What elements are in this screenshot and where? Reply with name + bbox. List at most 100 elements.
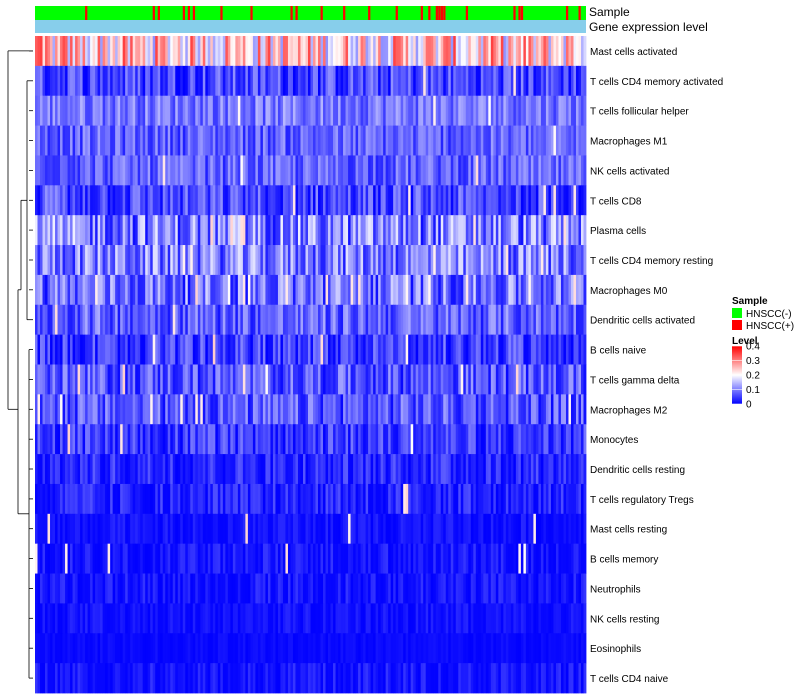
heatmap-cell (423, 215, 427, 246)
heatmap-cell (145, 483, 149, 515)
heatmap-cell (558, 245, 562, 276)
heatmap-cell (400, 95, 404, 126)
heatmap-cell (95, 573, 99, 604)
heatmap-cell (370, 185, 374, 216)
heatmap-cell (423, 65, 427, 97)
heatmap-cell (450, 65, 454, 97)
heatmap-cell (388, 125, 392, 156)
heatmap-cell (553, 543, 557, 574)
heatmap-cell (65, 304, 68, 336)
heatmap-cell (192, 245, 196, 276)
heatmap-cell (142, 185, 146, 216)
heatmap-cell (580, 633, 584, 664)
heatmap-cell (393, 36, 397, 67)
heatmap-cell (220, 245, 224, 276)
row-label: T cells follicular helper (590, 107, 689, 118)
heatmap-cell (230, 334, 234, 365)
heatmap-cell (52, 573, 56, 604)
heatmap-cell (575, 364, 579, 395)
heatmap-cell (267, 155, 271, 186)
heatmap-cell (390, 185, 394, 216)
heatmap-cell (92, 663, 96, 694)
heatmap-cell (262, 215, 266, 246)
heatmap-cell (202, 304, 206, 336)
heatmap-cell (438, 364, 442, 395)
heatmap-cell (177, 394, 181, 425)
heatmap-cell (578, 663, 582, 694)
heatmap-cell (503, 274, 507, 306)
heatmap-cell (523, 543, 527, 574)
heatmap-cell (295, 155, 299, 186)
heatmap-cell (277, 663, 281, 694)
heatmap-cell (265, 454, 269, 485)
heatmap-cell (107, 274, 111, 306)
heatmap-cell (162, 274, 166, 306)
heatmap-cell (403, 633, 407, 664)
heatmap-cell (450, 245, 454, 276)
heatmap-cell (523, 36, 527, 67)
heatmap-cell (60, 334, 63, 365)
heatmap-cell (325, 603, 329, 634)
heatmap-cell (323, 95, 326, 126)
heatmap-cell (313, 633, 316, 664)
heatmap-cell (408, 663, 412, 694)
heatmap-cell (182, 483, 186, 515)
heatmap-cell (548, 633, 552, 664)
heatmap-cell (338, 304, 341, 336)
heatmap-cell (215, 573, 219, 604)
heatmap-cell (460, 513, 464, 545)
heatmap-cell (378, 245, 382, 276)
heatmap-cell (370, 663, 374, 694)
heatmap-cell (570, 543, 574, 574)
heatmap-cell (245, 454, 249, 485)
heatmap-cell (217, 603, 221, 634)
heatmap-cell (535, 663, 539, 694)
heatmap-cell (95, 633, 99, 664)
heatmap-cell (232, 454, 236, 485)
heatmap-cell (575, 245, 579, 276)
heatmap-cell (433, 483, 437, 515)
heatmap-cell (275, 394, 279, 425)
heatmap-cell (403, 573, 407, 604)
heatmap-cell (435, 483, 439, 515)
heatmap-cell (70, 663, 73, 694)
heatmap-cell (313, 603, 316, 634)
heatmap-cell (205, 633, 209, 664)
heatmap-cell (80, 304, 83, 336)
heatmap-cell (117, 663, 121, 694)
heatmap-cell (77, 364, 81, 395)
heatmap-cell (232, 543, 236, 574)
heatmap-cell (275, 483, 279, 515)
heatmap-cell (343, 633, 346, 664)
heatmap-cell (142, 125, 146, 156)
heatmap-cell (498, 304, 502, 336)
heatmap-cell (325, 304, 329, 336)
heatmap-cell (75, 513, 78, 545)
heatmap-cell (280, 483, 284, 515)
heatmap-cell (45, 394, 48, 425)
heatmap-cell (252, 155, 256, 186)
heatmap-cell (77, 513, 81, 545)
heatmap-cell (190, 95, 194, 126)
heatmap-cell (50, 483, 53, 515)
heatmap-cell (167, 573, 171, 604)
heatmap-cell (565, 274, 569, 306)
heatmap-cell (418, 334, 422, 365)
heatmap-cell (35, 364, 38, 395)
heatmap-cell (513, 663, 517, 694)
heatmap-cell (553, 304, 557, 336)
heatmap-cell (280, 543, 284, 574)
heatmap-cell (45, 215, 48, 246)
heatmap-cell (217, 36, 221, 67)
heatmap-cell (393, 155, 397, 186)
heatmap-cell (523, 663, 527, 694)
heatmap-cell (257, 543, 261, 574)
heatmap-cell (262, 125, 266, 156)
heatmap-cell (353, 155, 356, 186)
heatmap-cell (85, 304, 88, 336)
heatmap-cell (240, 603, 244, 634)
heatmap-cell (162, 663, 166, 694)
heatmap-cell (157, 125, 161, 156)
heatmap-cell (568, 215, 572, 246)
heatmap-cell (578, 364, 582, 395)
